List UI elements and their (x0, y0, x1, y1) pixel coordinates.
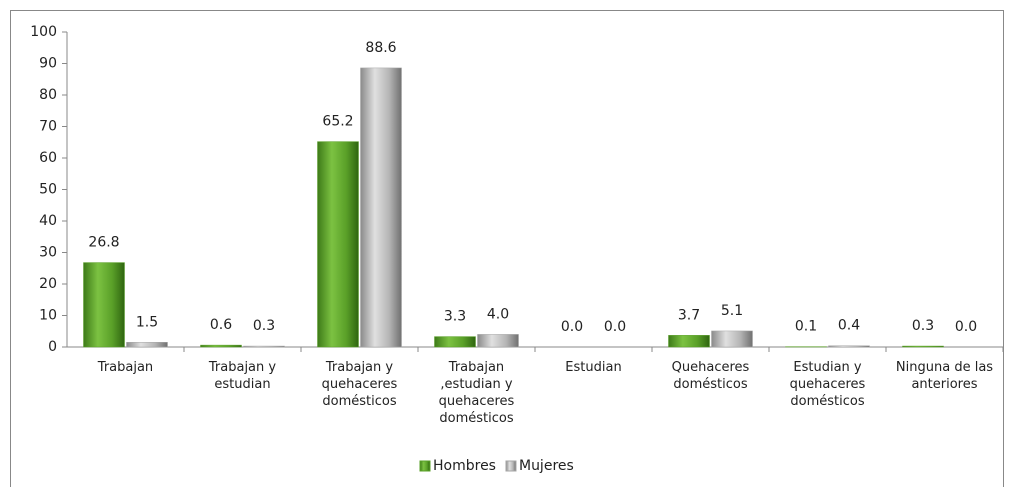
bar (243, 345, 285, 348)
y-tick-label: 40 (39, 213, 57, 229)
x-tick-label: Trabajan ,estudian y quehaceres doméstic… (438, 360, 515, 426)
y-tick-label: 50 (39, 182, 57, 198)
y-tick-label: 20 (39, 276, 57, 292)
bar (828, 345, 870, 348)
bar (902, 345, 944, 348)
x-tick-label: Trabajan y quehaceres domésticos (321, 360, 398, 409)
bar (126, 342, 168, 348)
value-label: 0.4 (838, 318, 860, 334)
value-label: 1.5 (136, 314, 158, 330)
y-tick-label: 0 (48, 339, 57, 355)
value-label: 5.1 (721, 303, 743, 319)
value-label: 26.8 (88, 235, 119, 251)
y-tick-label: 60 (39, 150, 57, 166)
value-label: 3.3 (444, 309, 466, 325)
y-tick-label: 70 (39, 119, 57, 135)
value-label: 0.6 (210, 317, 232, 333)
x-tick-label: Trabajan y estudian (208, 360, 277, 392)
value-label: 0.0 (604, 319, 626, 335)
y-tick-label: 30 (39, 245, 57, 261)
bar (360, 67, 402, 348)
bar (477, 334, 519, 348)
bar (317, 141, 359, 348)
y-tick-label: 90 (39, 56, 57, 72)
value-label: 4.0 (487, 306, 509, 322)
value-label: 0.0 (561, 319, 583, 335)
value-label: 0.3 (253, 318, 275, 334)
bar (83, 262, 125, 348)
legend-swatch (419, 460, 431, 472)
y-tick-label: 100 (30, 24, 57, 40)
y-tick-label: 10 (39, 308, 57, 324)
legend-label: Hombres (433, 458, 496, 474)
bar (668, 335, 710, 348)
legend-label: Mujeres (519, 458, 574, 474)
legend-swatch (505, 460, 517, 472)
x-tick-label: Ninguna de las anteriores (895, 360, 994, 392)
bar (200, 344, 242, 348)
value-label: 0.0 (955, 319, 977, 335)
value-label: 65.2 (322, 114, 353, 130)
value-label: 0.3 (912, 318, 934, 334)
x-tick-label: Quehaceres domésticos (671, 360, 750, 392)
value-label: 3.7 (678, 307, 700, 323)
x-tick-label: Trabajan (97, 360, 154, 375)
bar (434, 336, 476, 348)
y-tick-label: 80 (39, 87, 57, 103)
x-tick-label: Estudian (565, 360, 622, 375)
chart-border (10, 10, 1004, 487)
value-label: 0.1 (795, 319, 817, 335)
value-label: 88.6 (365, 40, 396, 56)
x-tick-label: Estudian y quehaceres domésticos (789, 360, 866, 409)
bar (711, 330, 753, 348)
